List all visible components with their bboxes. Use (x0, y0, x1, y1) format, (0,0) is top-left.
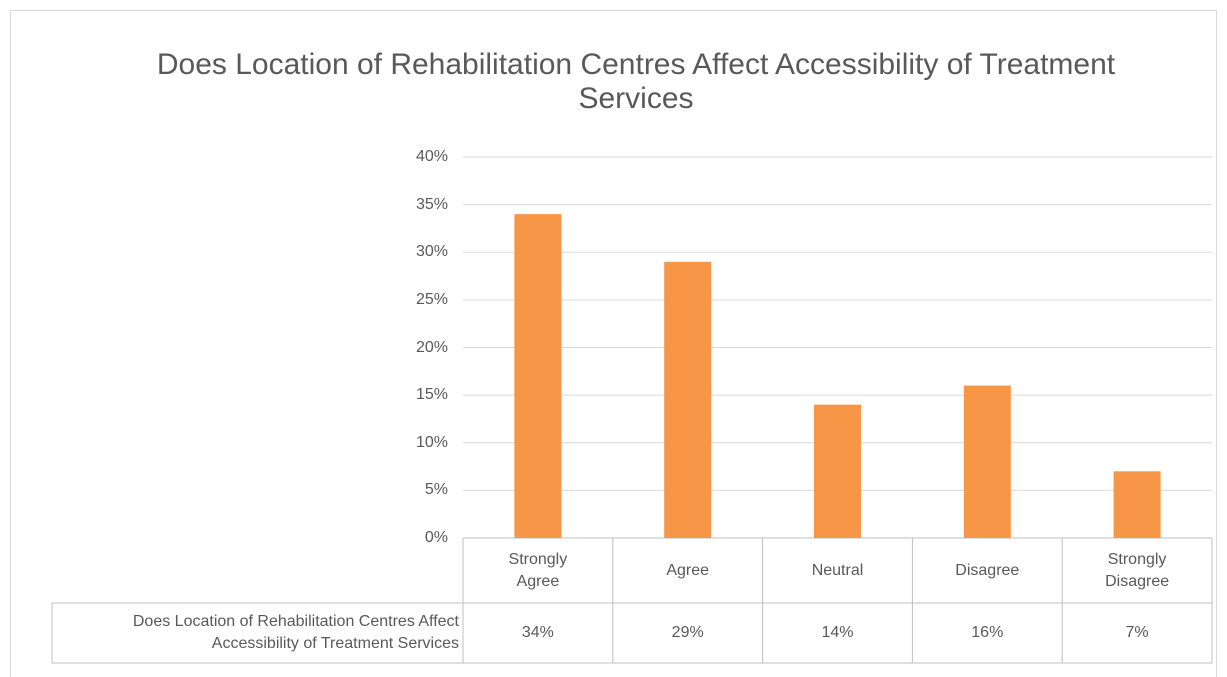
data-label: 14% (821, 624, 854, 641)
x-tick-label: Strongly Disagree (1105, 550, 1170, 590)
x-tick-label: Disagree (955, 561, 1020, 579)
table-row-header: Does Location of Rehabilitation Centres … (132, 613, 459, 652)
y-tick-label: 5% (424, 481, 448, 499)
y-tick-label: 15% (415, 386, 448, 404)
y-tick-label: 10% (415, 433, 448, 451)
y-tick-label: 30% (415, 243, 448, 261)
bar (514, 214, 562, 538)
y-tick-label: 0% (424, 529, 448, 546)
bar (814, 404, 861, 538)
chart-border (10, 10, 1217, 677)
data-label: 29% (671, 624, 704, 641)
data-label: 7% (1125, 624, 1149, 641)
data-label: 34% (521, 624, 554, 641)
x-tick-label: Neutral (811, 561, 864, 579)
y-tick-label: 25% (415, 290, 448, 308)
x-tick-label: Strongly Agree (508, 550, 568, 590)
y-tick-label: 35% (415, 195, 448, 213)
data-label: 16% (971, 624, 1004, 641)
bar (664, 261, 712, 538)
y-tick-label: 40% (415, 148, 448, 165)
bar (1113, 471, 1161, 538)
bar (963, 385, 1011, 538)
chart-title: Does Location of Rehabilitation Centres … (156, 48, 1116, 115)
x-tick-label: Agree (666, 561, 710, 579)
y-tick-label: 20% (415, 338, 448, 356)
